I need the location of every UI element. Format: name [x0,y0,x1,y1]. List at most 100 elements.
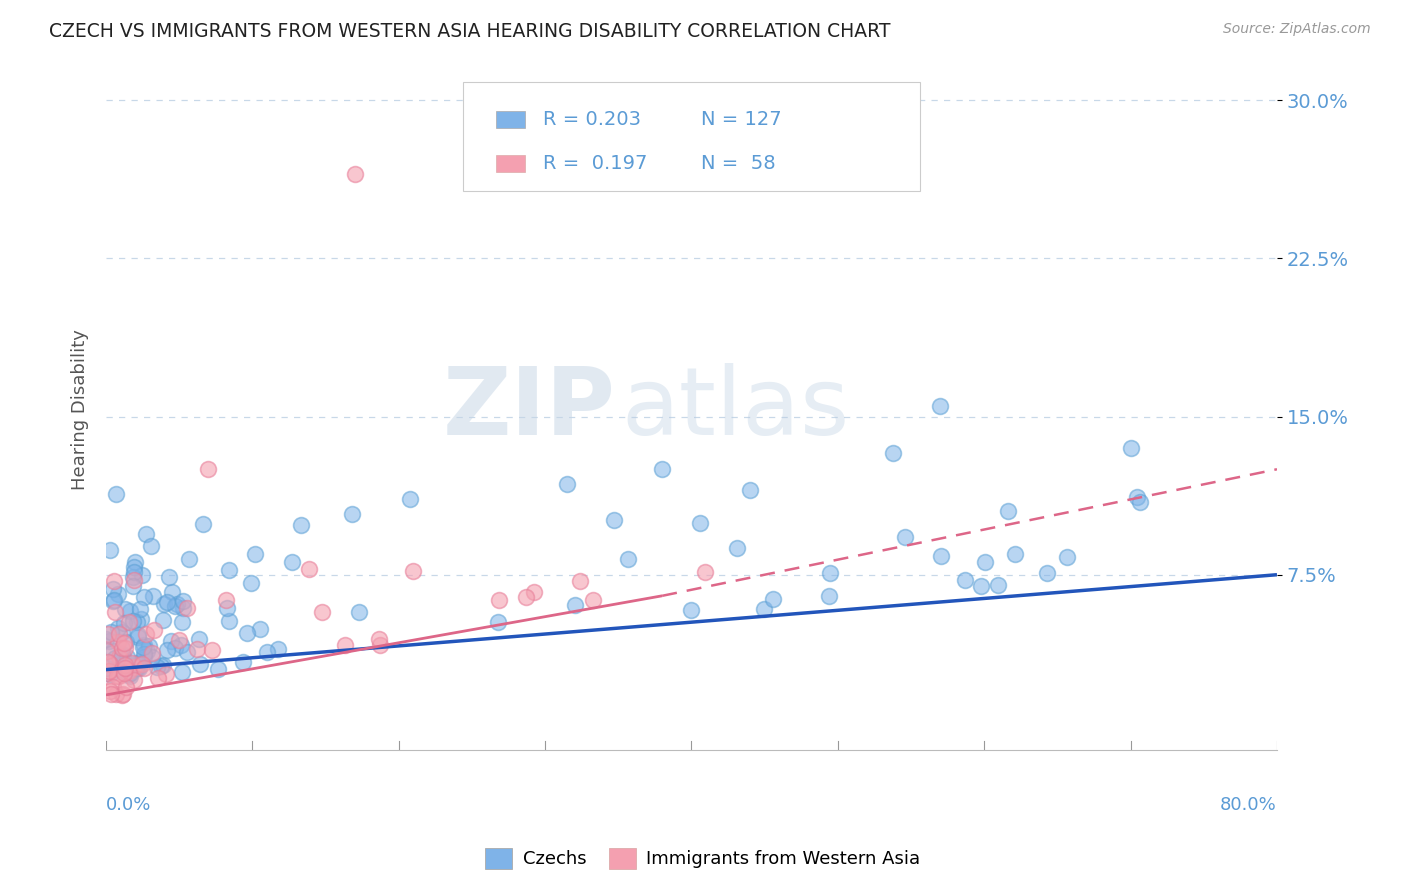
Point [97,626,120,640]
Point [127,657,149,672]
Point [122,570,145,584]
Point [132,649,155,664]
Point [108,650,131,665]
Point [170,615,193,629]
Point [243,547,266,561]
Point [176,645,198,659]
Point [218,564,240,578]
Point [191,517,214,532]
Point [131,612,153,626]
Point [112,636,135,650]
Point [105,669,128,683]
Point [564,598,586,612]
Point [149,659,172,673]
Y-axis label: Hearing Disability: Hearing Disability [72,329,89,490]
Text: N = 127: N = 127 [700,110,782,129]
Point [138,639,160,653]
Point [111,648,134,662]
Point [94,632,117,646]
Point [169,633,191,648]
Point [1129,495,1152,509]
Point [122,574,145,588]
Point [115,680,138,694]
Point [127,661,149,675]
Point [124,555,146,569]
Text: R =  0.197: R = 0.197 [543,153,647,173]
Point [201,643,224,657]
Point [105,487,128,501]
Point [170,638,193,652]
Point [1119,441,1142,455]
Point [367,632,389,646]
FancyBboxPatch shape [463,82,920,191]
Point [818,566,841,580]
Point [107,587,129,601]
Point [114,661,136,675]
Point [987,578,1010,592]
Point [679,603,702,617]
Point [97,664,120,678]
Point [882,446,904,460]
Point [114,640,136,655]
Point [368,638,391,652]
Text: Source: ZipAtlas.com: Source: ZipAtlas.com [1223,22,1371,37]
Point [118,669,141,683]
Point [515,590,537,604]
Point [486,615,509,630]
Point [129,601,152,615]
Point [122,660,145,674]
Point [188,657,211,671]
Text: N =  58: N = 58 [700,153,776,173]
Point [188,632,211,646]
Point [165,599,187,613]
Point [108,668,131,682]
Point [135,627,157,641]
Point [103,582,125,597]
Point [894,530,917,544]
Point [172,665,194,680]
Point [725,541,748,555]
Point [488,593,510,607]
Point [107,634,129,648]
Point [155,666,177,681]
Point [132,590,155,604]
Point [98,657,121,671]
Point [215,593,238,607]
Point [1126,490,1149,504]
Point [98,633,121,648]
Text: 0.0%: 0.0% [105,797,152,814]
Point [114,657,136,672]
FancyBboxPatch shape [496,155,526,172]
Point [101,594,124,608]
Point [818,589,841,603]
Point [617,552,640,566]
Point [131,657,153,672]
Point [153,598,176,612]
Point [122,560,145,574]
Point [128,661,150,675]
Point [103,605,125,619]
Point [969,579,991,593]
Point [141,650,163,665]
Text: 80.0%: 80.0% [1220,797,1277,814]
Point [738,483,761,498]
Point [98,683,121,698]
Point [118,664,141,678]
Point [112,648,135,663]
Point [266,642,288,657]
Point [156,594,179,608]
Point [953,573,976,587]
Point [689,516,711,531]
Text: CZECH VS IMMIGRANTS FROM WESTERN ASIA HEARING DISABILITY CORRELATION CHART: CZECH VS IMMIGRANTS FROM WESTERN ASIA HE… [49,22,891,41]
Point [218,614,240,628]
Point [103,644,125,658]
Point [128,659,150,673]
Point [118,667,141,681]
Point [603,513,626,527]
Point [112,616,135,631]
Point [568,574,591,588]
Point [112,665,135,680]
Point [121,656,143,670]
Point [97,666,120,681]
Point [340,507,363,521]
